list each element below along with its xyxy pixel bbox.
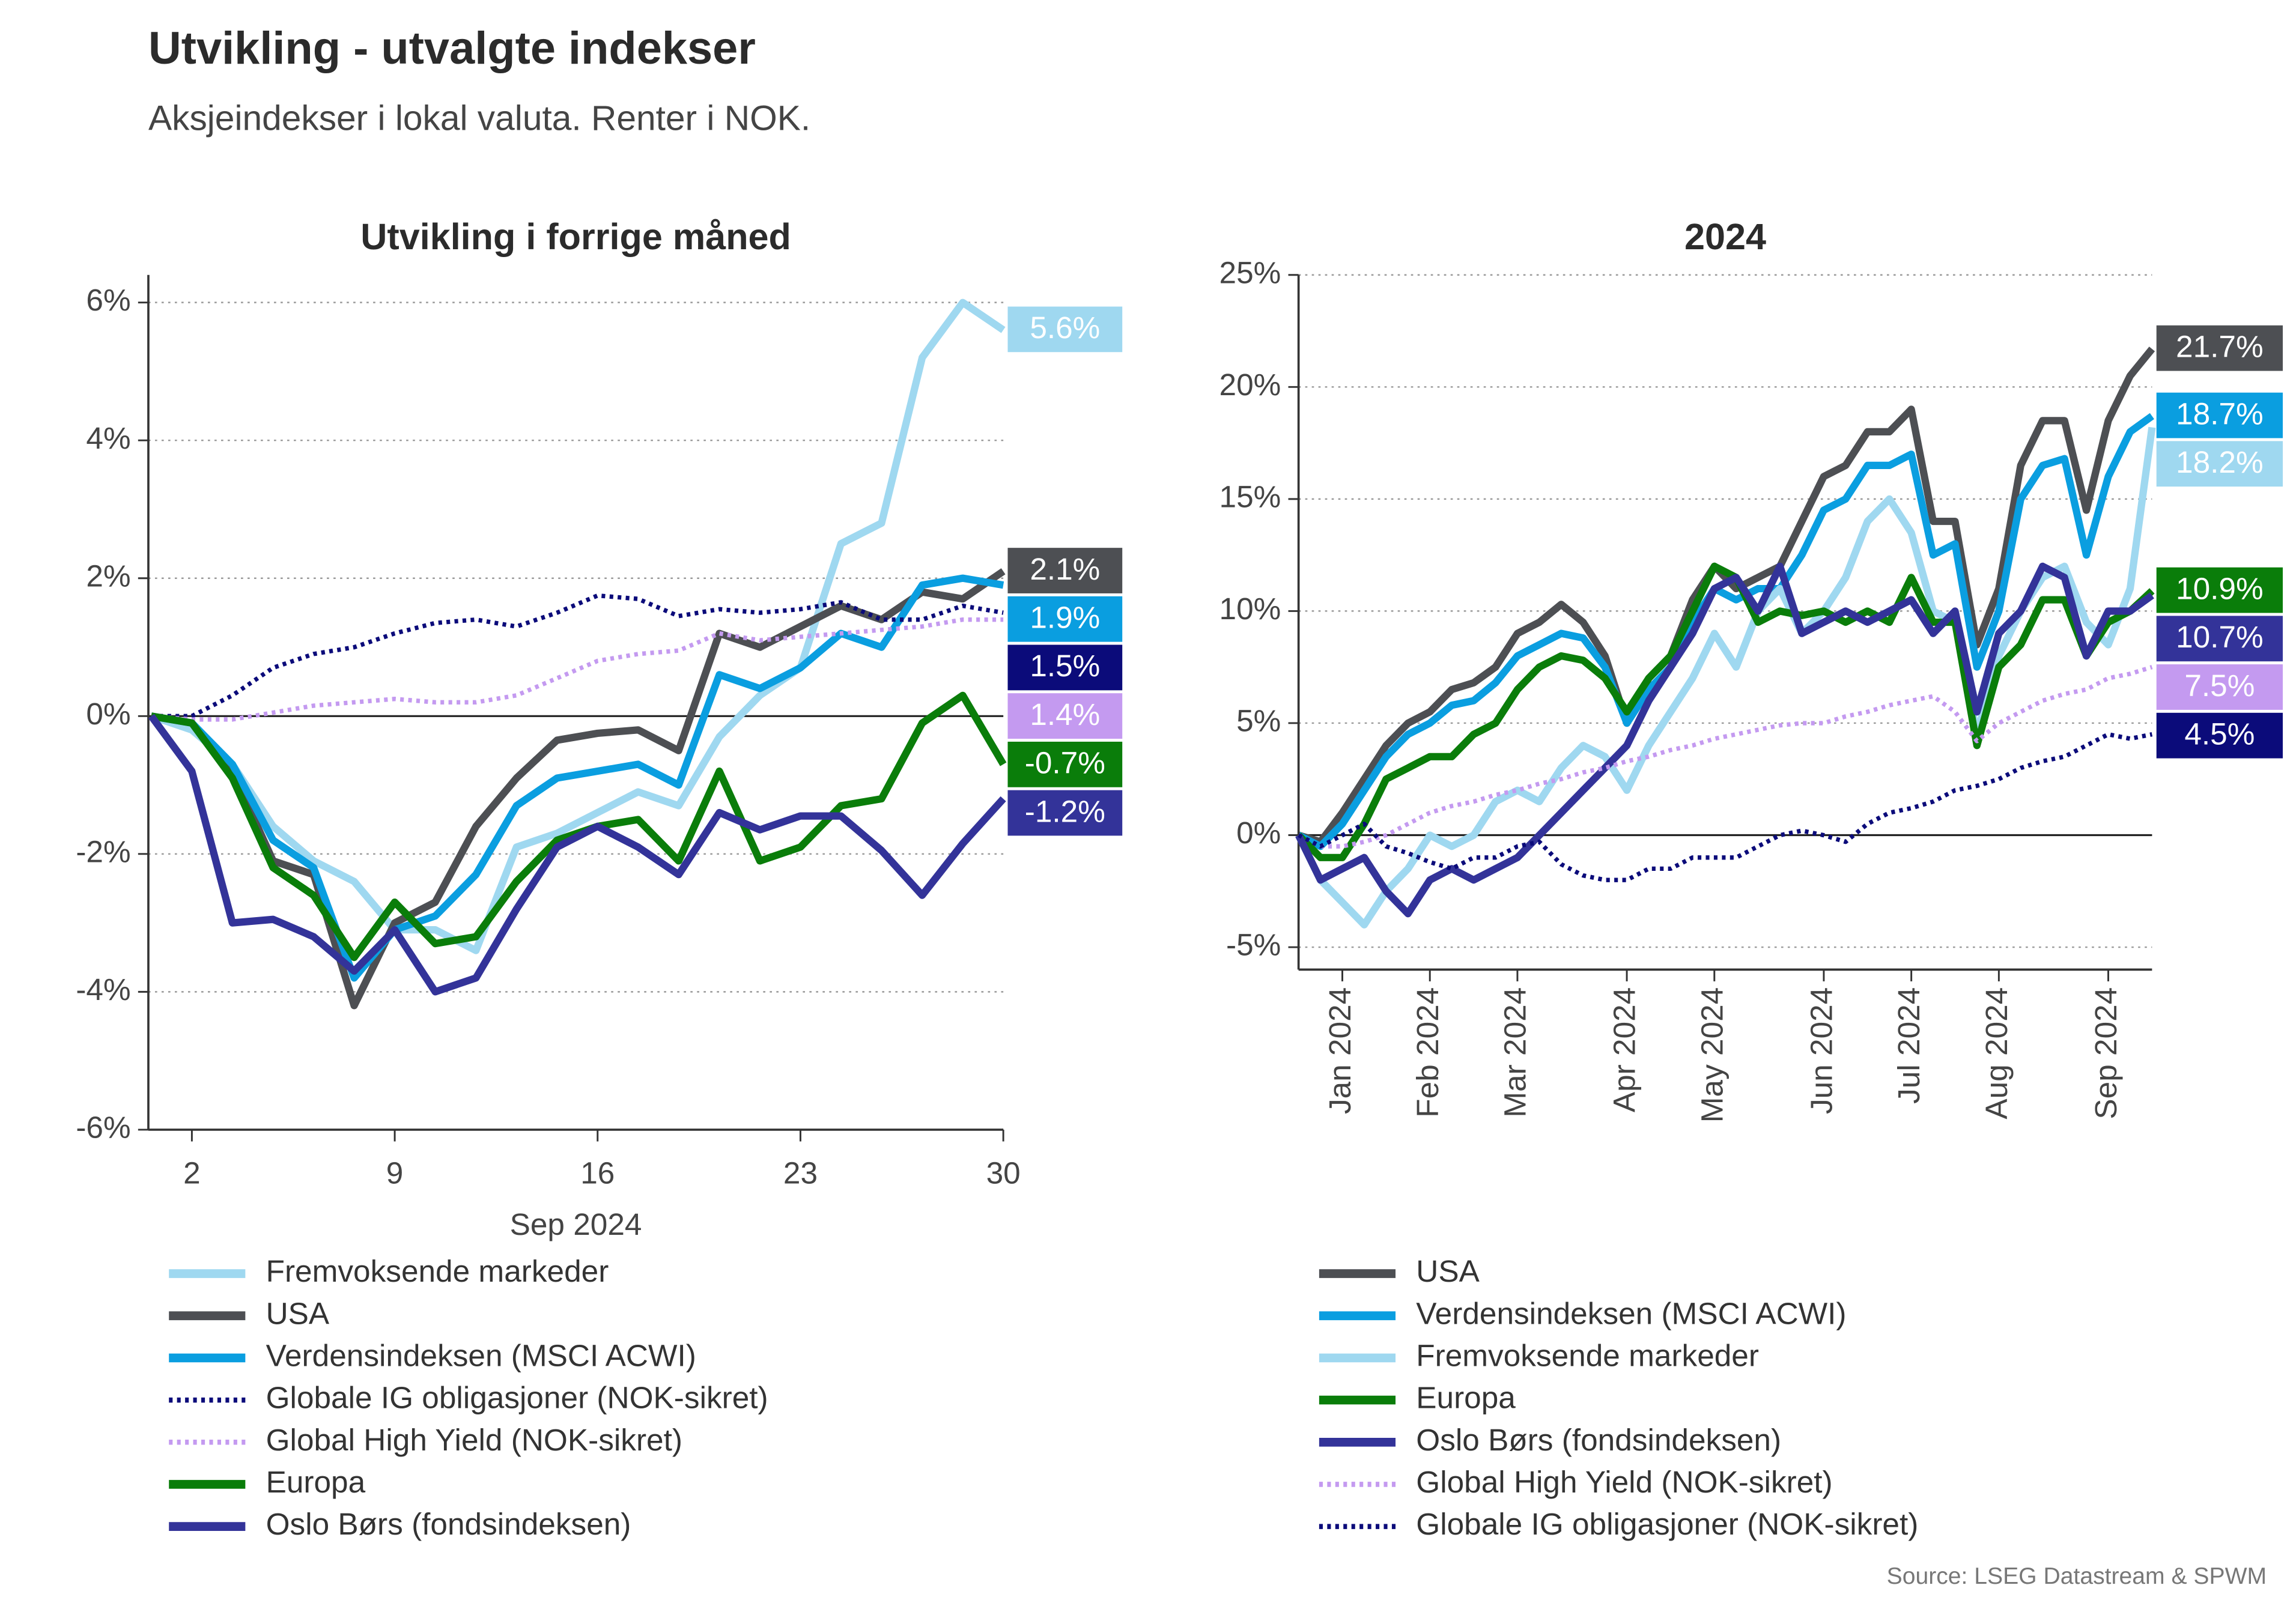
end-label-box: [2156, 616, 2283, 662]
x-tick-label: 2: [183, 1156, 201, 1190]
legend-label: Globale IG obligasjoner (NOK-sikret): [266, 1381, 768, 1415]
x-tick-label: 16: [580, 1156, 615, 1190]
legend-label: Verdensindeksen (MSCI ACWI): [1416, 1296, 1846, 1330]
line-series: [1296, 413, 2154, 850]
end-label: 18.2%: [2176, 445, 2264, 479]
chart-title: 2024: [1684, 216, 1766, 257]
end-label-box: [1007, 596, 1123, 642]
y-tick-label: -4%: [76, 972, 130, 1007]
end-label: 7.5%: [2184, 668, 2255, 703]
end-label: 10.7%: [2176, 620, 2264, 654]
line-series: [1297, 732, 2153, 882]
y-tick-label: 0%: [1236, 816, 1281, 850]
end-label: 18.7%: [2176, 396, 2264, 431]
legend-label: Global High Yield (NOK-sikret): [266, 1423, 682, 1457]
chart-title: Utvikling i forrige måned: [360, 216, 791, 257]
end-label-box: [2156, 441, 2283, 487]
y-tick-label: 2%: [86, 559, 130, 593]
end-label-box: [1007, 790, 1123, 836]
y-tick-label: 25%: [1219, 255, 1281, 289]
end-label-box: [2156, 664, 2283, 710]
end-label: 21.7%: [2176, 329, 2264, 363]
x-tick-label: Aug 2024: [1979, 987, 2014, 1120]
line-series: [150, 298, 1006, 954]
line-series: [1295, 562, 2154, 918]
y-tick-label: 5%: [1236, 704, 1281, 738]
y-tick-label: -2%: [76, 834, 130, 868]
end-label-box: [1007, 644, 1123, 691]
y-tick-label: -5%: [1226, 928, 1281, 962]
end-label-box: [1007, 548, 1123, 593]
x-tick-label: 30: [986, 1156, 1021, 1190]
x-tick-label: Mar 2024: [1498, 987, 1532, 1118]
legend-label: Europa: [266, 1465, 366, 1499]
end-label: 1.9%: [1030, 601, 1100, 635]
line-series: [150, 568, 1006, 1010]
end-label: 4.5%: [2184, 717, 2255, 751]
x-tick-label: Sep 2024: [2089, 987, 2123, 1120]
x-tick-label: May 2024: [1695, 987, 1729, 1123]
y-tick-label: 15%: [1219, 479, 1281, 514]
x-tick-label: Jan 2024: [1323, 987, 1357, 1114]
end-label-box: [1007, 693, 1123, 739]
end-label: 10.9%: [2176, 571, 2264, 605]
end-label: -1.2%: [1025, 794, 1105, 828]
end-label-box: [1007, 741, 1123, 787]
end-label: 2.1%: [1030, 552, 1100, 586]
end-label-box: [2156, 392, 2283, 438]
legend-label: Globale IG obligasjoner (NOK-sikret): [1416, 1507, 1918, 1541]
page-title: Utvikling - utvalgte indekser: [148, 23, 756, 74]
end-label: 1.5%: [1030, 649, 1100, 683]
legend-label: Global High Yield (NOK-sikret): [1416, 1465, 1832, 1499]
legend-label: USA: [1416, 1254, 1480, 1288]
end-label-box: [1007, 306, 1123, 353]
legend-label: Verdensindeksen (MSCI ACWI): [266, 1338, 696, 1372]
end-label-box: [2156, 712, 2283, 759]
x-tick-label: Apr 2024: [1608, 987, 1642, 1112]
legend-label: USA: [266, 1296, 330, 1330]
y-tick-label: 10%: [1219, 592, 1281, 626]
legend-label: Europa: [1416, 1381, 1516, 1415]
x-tick-label: Feb 2024: [1411, 987, 1445, 1118]
y-tick-label: 6%: [86, 283, 130, 317]
end-label: 1.4%: [1030, 697, 1100, 732]
y-tick-label: 20%: [1219, 368, 1281, 402]
x-tick-label: 23: [783, 1156, 818, 1190]
x-tick-label: Jul 2024: [1892, 987, 1926, 1104]
end-label-box: [2156, 567, 2283, 613]
legend-label: Fremvoksende markeder: [1416, 1338, 1759, 1372]
end-label-box: [2156, 325, 2283, 371]
page-subtitle: Aksjeindekser i lokal valuta. Renter i N…: [148, 98, 810, 138]
end-label: -0.7%: [1025, 746, 1105, 780]
line-series: [1297, 665, 2153, 849]
end-label: 5.6%: [1030, 311, 1100, 345]
x-tick-label: 9: [386, 1156, 404, 1190]
legend-label: Oslo Børs (fondsindeksen): [1416, 1423, 1781, 1457]
line-series: [1296, 562, 2155, 861]
line-series: [1295, 426, 2156, 929]
legend-label: Fremvoksende markeder: [266, 1254, 609, 1288]
legend-label: Oslo Børs (fondsindeksen): [266, 1507, 631, 1541]
y-tick-label: 0%: [86, 697, 130, 731]
x-tick-label: Jun 2024: [1804, 987, 1838, 1114]
line-series: [151, 593, 1004, 718]
x-axis-label: Sep 2024: [510, 1207, 642, 1241]
line-series: [1297, 347, 2155, 846]
source: Source: LSEG Datastream & SPWM: [1887, 1563, 2267, 1589]
line-series: [150, 574, 1004, 982]
y-tick-label: 4%: [86, 421, 130, 455]
y-tick-label: -6%: [76, 1110, 130, 1144]
line-series: [148, 714, 1006, 996]
line-series: [151, 617, 1004, 722]
